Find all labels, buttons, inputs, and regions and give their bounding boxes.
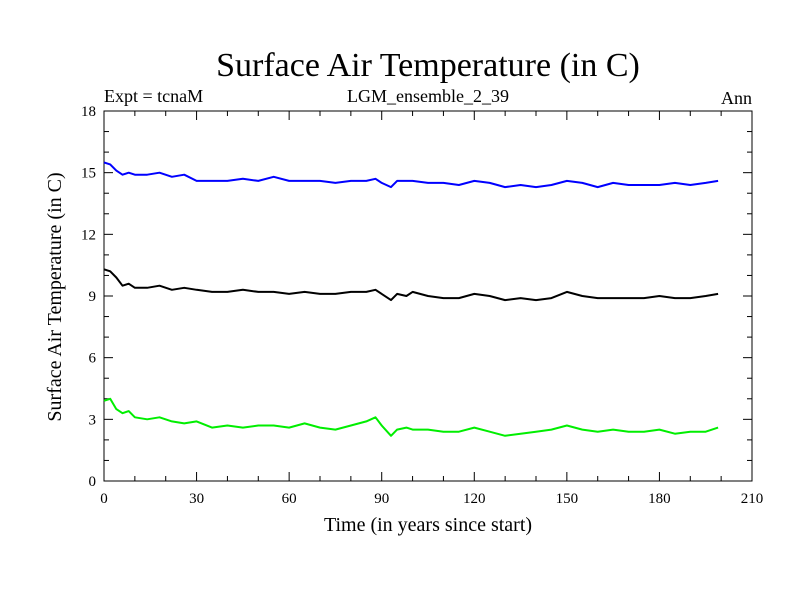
y-tick-label: 6 (89, 351, 97, 367)
subtitle-right: Ann (721, 88, 752, 108)
series-line-middle (103, 268, 719, 302)
series-line-lower (103, 397, 719, 437)
plot-layer: 0 30 60 90 120 150 180 210 0 3 6 9 12 15 18 (81, 104, 763, 507)
subtitle-left: Expt = tcnaM (104, 86, 203, 106)
y-tick-label: 15 (81, 166, 96, 182)
x-tick-label: 90 (374, 491, 389, 507)
y-tick-label: 18 (81, 104, 96, 120)
chart-title: Surface Air Temperature (in C) (216, 47, 640, 84)
x-axis-label: Time (in years since start) (324, 514, 532, 536)
x-tick-label: 30 (189, 491, 204, 507)
x-tick-label: 60 (282, 491, 297, 507)
x-tick-label: 180 (648, 491, 671, 507)
y-tick-label: 9 (89, 289, 97, 305)
y-axis-label: Surface Air Temperature (in C) (44, 172, 66, 421)
subtitle-center: LGM_ensemble_2_39 (347, 86, 509, 106)
x-tick-label: 120 (463, 491, 486, 507)
x-tick-label: 210 (741, 491, 764, 507)
x-tick-label: 150 (556, 491, 579, 507)
y-tick-label: 0 (89, 474, 97, 490)
x-tick-label: 0 (100, 491, 108, 507)
y-tick-label: 3 (89, 412, 97, 428)
y-tick-label: 12 (81, 227, 96, 243)
series-line-upper (103, 161, 719, 189)
